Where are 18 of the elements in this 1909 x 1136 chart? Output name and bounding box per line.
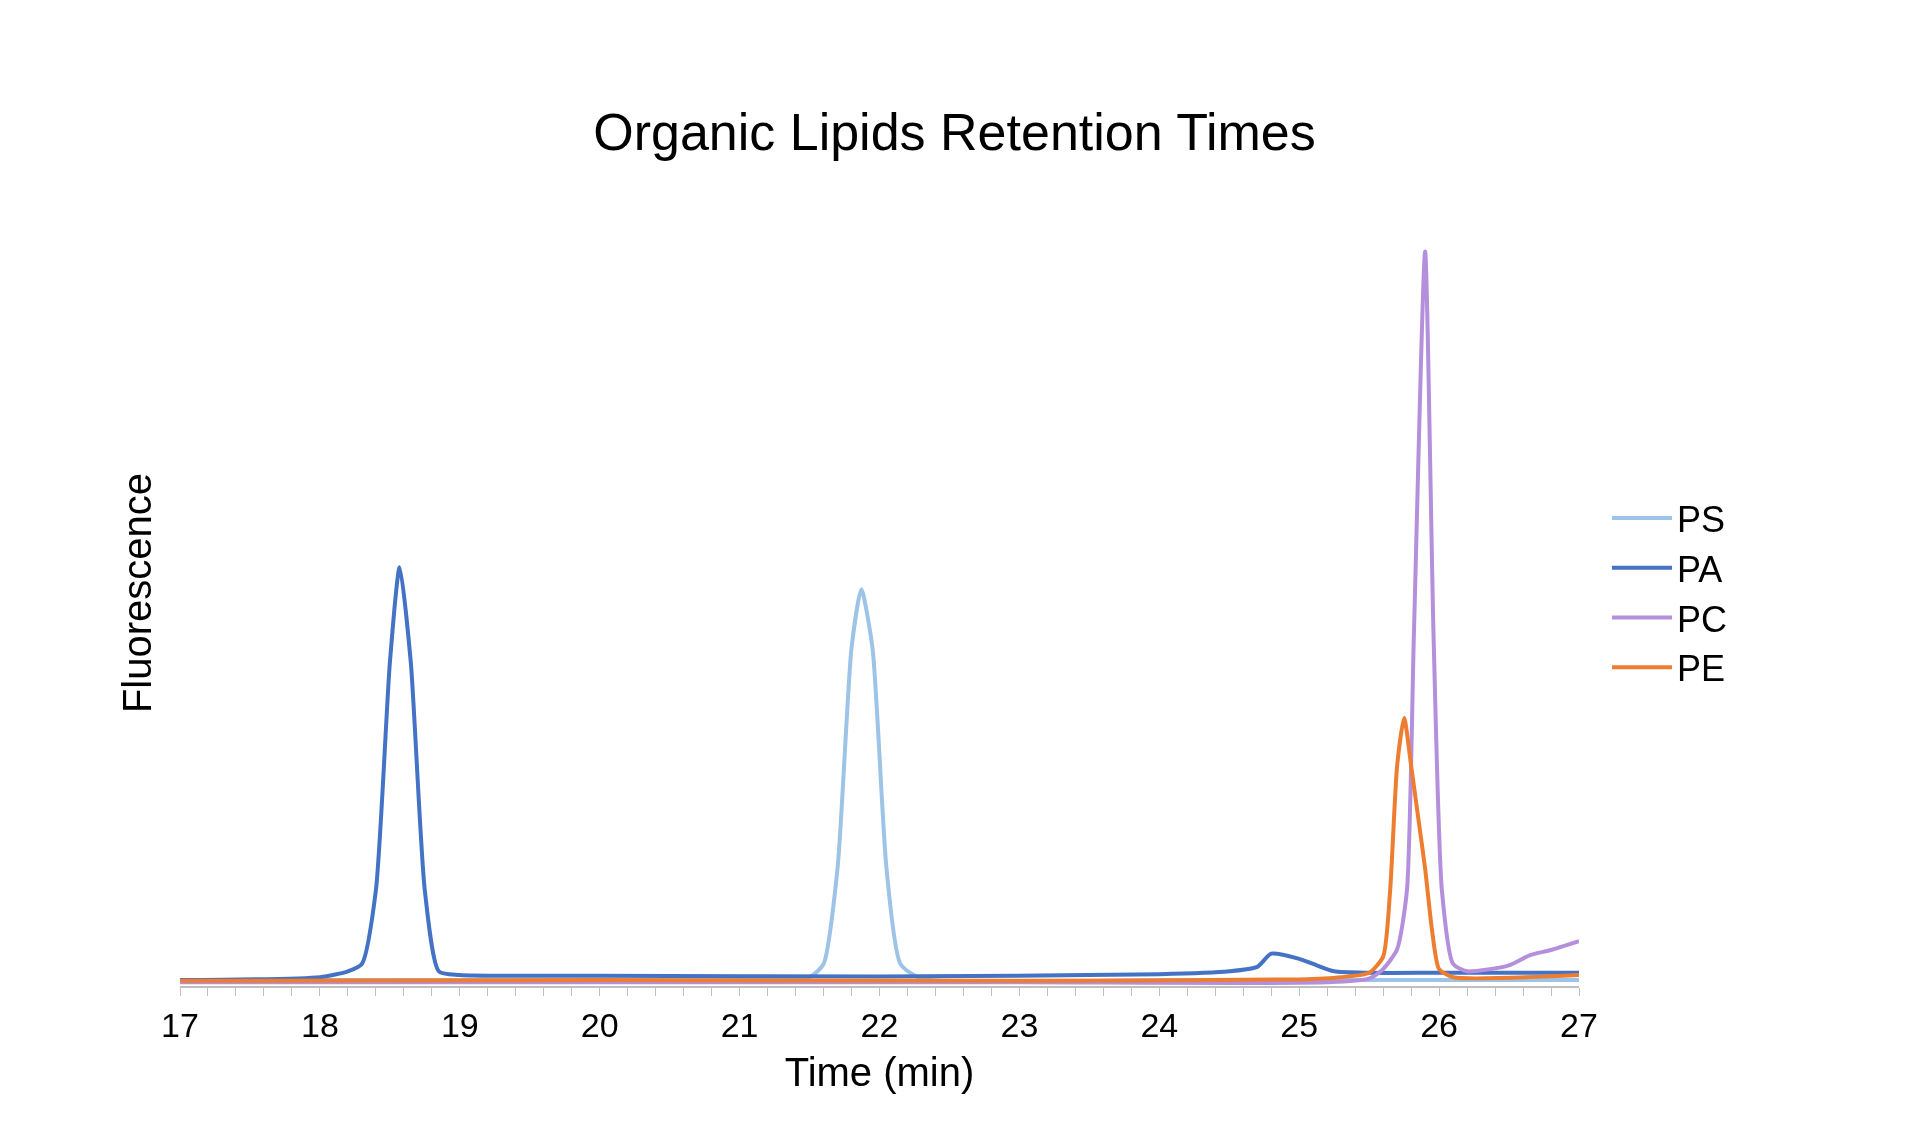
x-tick-label: 18 bbox=[300, 1005, 339, 1044]
x-tick-label: 26 bbox=[1420, 1005, 1459, 1044]
x-tick-label: 17 bbox=[161, 1005, 199, 1044]
x-tick-label: 19 bbox=[440, 1005, 479, 1044]
x-tick-label: 21 bbox=[720, 1005, 759, 1044]
legend-label: PC bbox=[1676, 598, 1727, 640]
chart-title: Organic Lipids Retention Times bbox=[593, 103, 1316, 161]
legend-label: PE bbox=[1676, 648, 1726, 690]
x-tick-label: 23 bbox=[1000, 1005, 1039, 1044]
x-tick-label: 25 bbox=[1280, 1005, 1319, 1044]
legend-label: PS bbox=[1676, 498, 1726, 540]
x-tick-label: 27 bbox=[1560, 1005, 1598, 1044]
x-tick-label: 24 bbox=[1140, 1005, 1179, 1044]
y-axis-title: Fluorescence bbox=[114, 472, 159, 714]
legend-label: PA bbox=[1676, 548, 1723, 590]
x-tick-label: 22 bbox=[860, 1005, 899, 1044]
x-axis-title: Time (min) bbox=[784, 1049, 975, 1094]
x-tick-label: 20 bbox=[580, 1005, 619, 1044]
